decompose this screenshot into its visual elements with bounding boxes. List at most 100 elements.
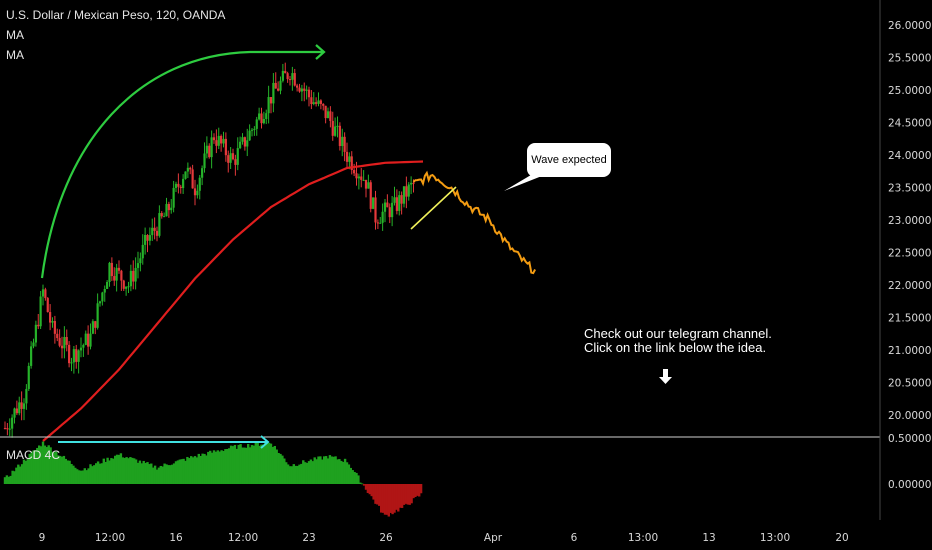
time-axis: 9 12:00 16 12:00 23 26 Apr 6 13:00 13 13:00 20	[39, 532, 849, 544]
macd-bar	[340, 460, 343, 484]
macd-bar	[368, 484, 371, 495]
candle-body	[189, 167, 192, 170]
macd-bar	[296, 465, 299, 484]
candle-body	[229, 153, 232, 163]
macd-bar	[129, 457, 132, 484]
macd-bar	[250, 445, 254, 484]
candle-body	[398, 195, 401, 211]
candle-body	[269, 97, 273, 104]
macd-bar	[93, 465, 96, 484]
macd-bar	[397, 484, 400, 512]
macd-tick-label: 0.00000	[888, 479, 931, 491]
candle-body	[326, 111, 330, 119]
candle-body	[300, 88, 303, 92]
macd-bar	[157, 467, 161, 484]
macd-bar	[286, 464, 290, 484]
macd-bar	[53, 452, 56, 484]
candle-body	[27, 365, 30, 389]
price-tick-label: 23.00000	[888, 215, 932, 227]
macd-bar	[342, 461, 345, 484]
candle-body	[388, 207, 391, 218]
macd-bar	[406, 484, 409, 505]
macd-bar	[418, 484, 421, 497]
candle-body	[94, 321, 97, 328]
macd-bar	[233, 444, 237, 484]
macd-bar	[366, 484, 370, 493]
macd-bar	[279, 453, 282, 484]
candle-body	[239, 141, 242, 149]
macd-bar	[229, 445, 233, 484]
candle-body	[127, 286, 130, 288]
indicator-ma-2[interactable]: MA	[6, 48, 24, 62]
candle-body	[305, 89, 308, 91]
macd-bar	[49, 447, 52, 484]
macd-bar	[285, 462, 288, 484]
macd-bar	[400, 484, 404, 508]
macd-label[interactable]: MACD 4C	[6, 448, 61, 462]
macd-bar	[140, 463, 143, 484]
macd-bar	[161, 466, 164, 484]
candle-body	[32, 342, 35, 347]
macd-bar	[197, 453, 200, 484]
macd-bar	[180, 459, 183, 484]
candle-body	[132, 270, 135, 282]
macd-bar	[60, 456, 64, 484]
macd-bar	[321, 459, 324, 484]
macd-bar	[330, 456, 333, 484]
macd-bar	[83, 468, 86, 484]
macd-bar	[239, 444, 242, 484]
time-tick-label: 6	[571, 532, 578, 544]
candle-body	[84, 333, 87, 345]
candle-body	[60, 345, 64, 349]
candle-body	[343, 136, 346, 152]
price-tick-label: 22.50000	[888, 248, 932, 260]
macd-bar	[345, 462, 349, 484]
macd-bar	[91, 466, 94, 484]
candle-body	[72, 349, 75, 363]
candle-body	[402, 186, 406, 204]
macd-bar	[414, 484, 417, 498]
macd-bar	[3, 477, 7, 484]
candle-body	[272, 82, 275, 104]
macd-bar	[290, 466, 294, 484]
macd-bar	[55, 451, 58, 484]
macd-bar	[102, 458, 105, 484]
macd-bar	[302, 460, 305, 484]
macd-bar	[362, 484, 366, 486]
macd-bar	[66, 460, 69, 484]
macd-bar	[309, 459, 313, 484]
candle-body	[291, 73, 294, 80]
candle-body	[148, 235, 151, 241]
telegram-note-line-2: Click on the link below the idea.	[584, 340, 767, 355]
candle-body	[177, 183, 180, 187]
macd-bar	[203, 453, 206, 484]
macd-bar	[300, 463, 303, 484]
candle-body	[348, 156, 351, 162]
candle-body	[277, 88, 280, 91]
candle-body	[281, 70, 284, 81]
macd-bar	[209, 450, 212, 484]
macd-bar	[359, 482, 362, 484]
candle-body	[63, 337, 66, 349]
macd-bar	[172, 463, 176, 484]
candle-body	[376, 222, 379, 224]
macd-bar	[176, 460, 180, 484]
macd-bar	[277, 452, 280, 484]
moving-average-line	[42, 160, 424, 442]
indicator-ma-1[interactable]: MA	[6, 28, 24, 42]
macd-bar	[195, 457, 199, 484]
macd-bar	[169, 465, 172, 484]
macd-bar	[326, 458, 330, 484]
macd-bar	[294, 465, 297, 484]
macd-bar	[256, 443, 259, 484]
macd-bar	[74, 467, 77, 484]
candle-body	[262, 119, 265, 124]
macd-bar	[374, 484, 377, 504]
macd-bar	[20, 464, 24, 484]
macd-bar	[72, 465, 75, 484]
candle-body	[22, 403, 26, 409]
macd-bar	[24, 460, 28, 484]
macd-bar	[146, 462, 149, 484]
macd-bar	[307, 461, 311, 484]
